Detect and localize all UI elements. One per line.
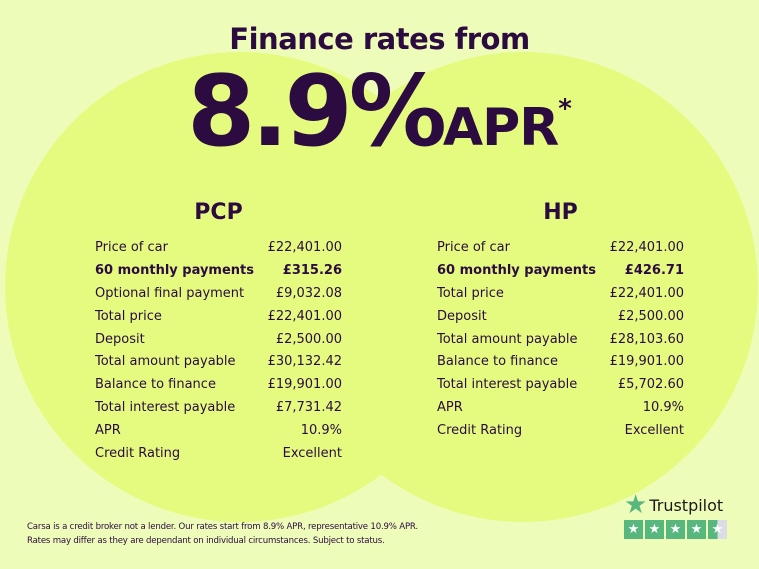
pcp-row: Optional final payment £9,032.08 [95,283,342,306]
hp-row: Total amount payable £28,103.60 [437,329,684,352]
hp-row: Total price £22,401.00 [437,283,684,306]
disclaimer-line-1: Carsa is a credit broker not a lender. O… [27,522,418,532]
hp-row: Balance to finance £19,901.00 [437,351,684,374]
pcp-row: Deposit £2,500.00 [95,329,342,352]
rate-unit: APR [442,98,559,158]
pcp-row: Total price £22,401.00 [95,306,342,329]
row-value: £315.26 [282,262,342,278]
row-label: Balance to finance [437,354,558,370]
row-value: £22,401.00 [609,285,684,301]
disclaimer-line-2: Rates may differ as they are dependant o… [27,536,385,546]
row-value: £30,132.42 [267,354,342,370]
row-label: Price of car [95,240,168,255]
pcp-table: PCP Price of car £22,401.00 60 monthly pay… [95,200,342,466]
trustpilot-badge[interactable]: ★ Trustpilot ★ ★ ★ ★ ★ [624,490,727,539]
row-label: Balance to finance [95,377,216,393]
trustpilot-label: Trustpilot [649,495,724,515]
disclaimer: Carsa is a credit broker not a lender. O… [27,520,418,548]
asterisk: * [558,94,572,124]
rate-value: 8.9% [187,55,447,169]
row-label: Deposit [437,308,487,324]
trustpilot-rating: ★ ★ ★ ★ ★ [624,520,727,539]
pcp-title: PCP [194,200,243,225]
star-icon: ★ [624,490,648,520]
row-label: Total interest payable [95,400,236,416]
row-label: Optional final payment [95,285,245,301]
row-value: £19,901.00 [609,354,684,370]
rate-display: 8.9%APR* [0,62,759,162]
row-label: Total amount payable [95,354,236,370]
row-label: 60 monthly payments [437,262,596,278]
hp-title: HP [543,200,578,225]
row-label: Price of car [437,240,510,255]
row-label: APR [95,423,121,439]
row-value: £9,032.08 [275,285,342,301]
pcp-row: Credit Rating Excellent [95,443,342,466]
row-value: £22,401.00 [609,240,684,255]
row-label: Credit Rating [437,423,523,439]
row-label: Deposit [95,331,145,347]
row-value: £28,103.60 [609,331,684,347]
hp-row: APR 10.9% [437,397,684,420]
rating-star-icon: ★ [624,520,643,539]
pcp-row: APR 10.9% [95,420,342,443]
row-value: £7,731.42 [275,400,342,416]
rating-star-icon: ★ [687,520,706,539]
hp-row: 60 monthly payments £426.71 [437,260,684,283]
row-value: 10.9% [300,423,342,439]
pcp-row: Total amount payable £30,132.42 [95,351,342,374]
row-label: Credit Rating [95,446,181,462]
row-value: £19,901.00 [267,377,342,393]
row-value: £22,401.00 [267,308,342,324]
row-value: Excellent [282,446,342,462]
pcp-row: Balance to finance £19,901.00 [95,374,342,397]
row-label: 60 monthly payments [95,262,254,278]
hp-row: Price of car £22,401.00 [437,237,684,260]
pcp-row: 60 monthly payments £315.26 [95,260,342,283]
headline: Finance rates from [229,22,530,56]
row-label: APR [437,400,463,416]
row-label: Total price [437,285,504,301]
right-circle-decoration [288,52,758,522]
row-value: £22,401.00 [267,240,342,255]
row-label: Total interest payable [437,377,578,393]
hp-row: Deposit £2,500.00 [437,306,684,329]
pcp-row: Total interest payable £7,731.42 [95,397,342,420]
row-value: £426.71 [624,262,684,278]
rating-star-icon: ★ [708,520,727,539]
rating-star-icon: ★ [645,520,664,539]
pcp-row: Price of car £22,401.00 [95,237,342,260]
row-value: Excellent [624,423,684,439]
row-value: 10.9% [642,400,684,416]
hp-row: Credit Rating Excellent [437,420,684,443]
row-value: £5,702.60 [617,377,684,393]
row-value: £2,500.00 [275,331,342,347]
hp-row: Total interest payable £5,702.60 [437,374,684,397]
row-value: £2,500.00 [617,308,684,324]
hp-table: HP Price of car £22,401.00 60 monthly paym… [437,200,684,443]
row-label: Total amount payable [437,331,578,347]
row-label: Total price [95,308,162,324]
rating-star-icon: ★ [666,520,685,539]
